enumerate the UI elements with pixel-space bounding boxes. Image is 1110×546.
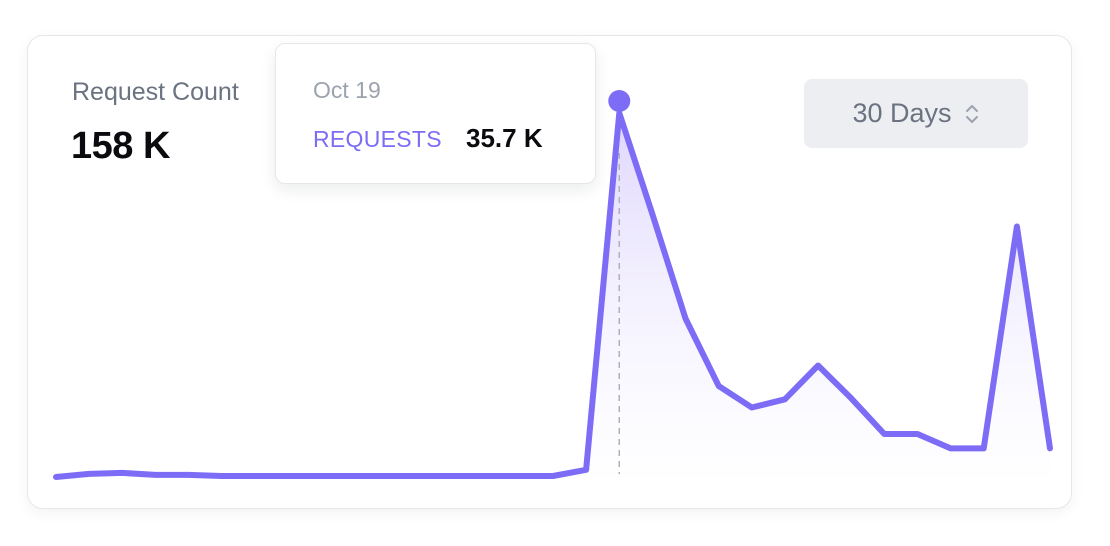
chart-tooltip: Oct 19 REQUESTS 35.7 K xyxy=(275,43,596,184)
card-title: Request Count xyxy=(72,78,239,106)
range-select-label: 30 Days xyxy=(852,98,952,128)
tooltip-date: Oct 19 xyxy=(313,77,381,103)
range-select[interactable]: 30 Days xyxy=(804,79,1028,148)
chevron-up-down-icon xyxy=(965,104,978,123)
requests-line xyxy=(53,110,1053,480)
area-fill xyxy=(56,113,1050,478)
total-value: 158 K xyxy=(71,125,170,167)
tooltip-series-label: REQUESTS xyxy=(313,126,442,152)
highlight-point[interactable] xyxy=(608,90,631,112)
tooltip-value: 35.7 K xyxy=(466,123,543,153)
